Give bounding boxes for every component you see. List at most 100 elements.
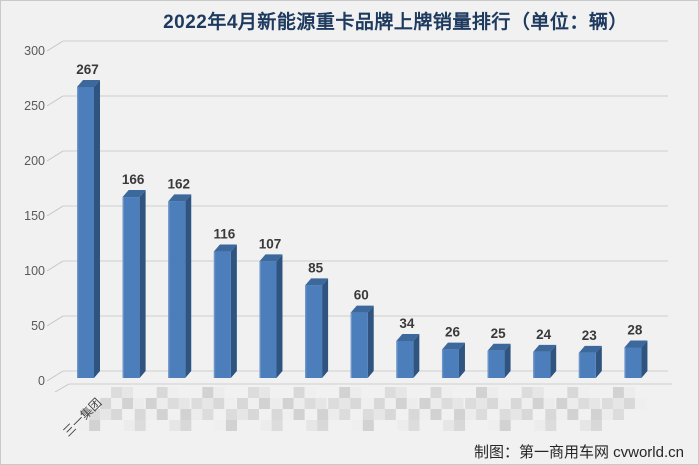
censored-category-label (225, 409, 237, 420)
bar-value-label: 34 (399, 316, 415, 331)
censored-category-label (111, 398, 123, 409)
bar-value-label: 162 (167, 176, 190, 191)
bar-left-bevel (396, 340, 398, 378)
bar (213, 251, 231, 378)
censored-category-label (258, 398, 270, 409)
censored-category-label (487, 387, 499, 398)
bar-left-bevel (441, 349, 444, 378)
bar-top-face (441, 342, 465, 350)
censored-category-label (397, 420, 409, 431)
bar-top-face (213, 244, 237, 252)
censored-category-label (521, 398, 533, 409)
censored-category-label (441, 398, 453, 409)
censored-category-label (465, 398, 477, 409)
censored-category-label (487, 398, 499, 409)
censored-category-label (89, 420, 101, 431)
bar-value-label: 60 (354, 288, 369, 303)
censored-category-label (89, 409, 101, 420)
censored-category-label (454, 409, 466, 420)
censored-category-label (579, 420, 591, 431)
censored-category-label (269, 398, 281, 409)
bar-top-face (533, 344, 557, 352)
y-axis-label: 50 (31, 319, 45, 333)
bar-side-face (276, 254, 283, 378)
censored-category-label (545, 409, 557, 420)
censored-category-label (339, 387, 351, 398)
censored-category-label (454, 420, 466, 431)
censored-category-label (590, 420, 602, 431)
censored-category-label (567, 387, 579, 398)
censored-category-label (556, 409, 568, 420)
bar-side-face (550, 344, 557, 378)
censored-category-label (260, 420, 272, 431)
bar-side-face (641, 340, 648, 378)
bar-left-bevel (533, 351, 535, 378)
censored-category-label (634, 398, 646, 409)
censored-category-label (236, 409, 248, 420)
censored-category-label (156, 387, 168, 398)
censored-category-label (534, 420, 546, 431)
censored-category-label (191, 398, 203, 409)
bar-side-face (230, 244, 237, 378)
censored-category-label (350, 398, 362, 409)
y-axis-tick (46, 370, 64, 382)
censored-category-label (202, 398, 214, 409)
bar-side-face (458, 342, 465, 378)
bar-top-face (396, 333, 420, 341)
censored-category-label (350, 387, 362, 398)
censored-category-label (465, 409, 477, 420)
censored-category-label (258, 387, 270, 398)
bar (168, 201, 186, 378)
censored-category-label (134, 420, 146, 431)
bar (487, 350, 505, 378)
censored-category-label (567, 409, 579, 420)
censored-category-label (545, 420, 557, 431)
censored-category-label (362, 420, 374, 431)
censored-category-label (430, 409, 442, 420)
censored-category-label (178, 398, 190, 409)
censored-category-label (282, 398, 294, 409)
bar (122, 197, 140, 378)
bar-value-label: 26 (445, 325, 461, 340)
y-axis-tick (46, 150, 64, 162)
bar-left-bevel (624, 347, 626, 378)
censored-category-label (167, 387, 179, 398)
censored-category-label (601, 409, 613, 420)
bar-value-label: 28 (627, 322, 643, 337)
bar-value-label: 23 (582, 328, 598, 343)
floor-left-edge (54, 383, 70, 393)
censored-category-label (111, 409, 123, 420)
y-axis-tick (46, 260, 64, 272)
bar-left-bevel (122, 197, 124, 378)
censored-category-label (339, 398, 351, 409)
censored-category-label (443, 420, 455, 431)
bar-value-label: 166 (122, 172, 145, 187)
bar-left-bevel (259, 261, 261, 378)
bar-top-face (259, 254, 283, 262)
censored-category-label (623, 387, 635, 398)
censored-category-label (100, 398, 112, 409)
bar (305, 285, 323, 378)
censored-category-label (419, 409, 431, 420)
censored-category-label (293, 398, 305, 409)
censored-category-label (430, 398, 442, 409)
bar-top-face (487, 343, 511, 351)
censored-category-label (567, 398, 579, 409)
censored-category-label (236, 398, 248, 409)
censored-category-label (361, 398, 373, 409)
bar (396, 340, 414, 378)
bar (533, 351, 551, 378)
censored-category-label (601, 398, 613, 409)
bar-side-face (94, 79, 100, 378)
bar (624, 347, 642, 378)
chart-title: 2022年4月新能源重卡品牌上牌销量排行（单位：辆） (163, 12, 628, 33)
censored-category-label (578, 398, 590, 409)
censored-category-label (543, 398, 555, 409)
bar-top-face (168, 194, 192, 202)
censored-category-label (521, 409, 533, 420)
bar-top-face (350, 305, 374, 313)
y-axis-tick (46, 205, 64, 217)
bar-side-face (185, 194, 192, 378)
